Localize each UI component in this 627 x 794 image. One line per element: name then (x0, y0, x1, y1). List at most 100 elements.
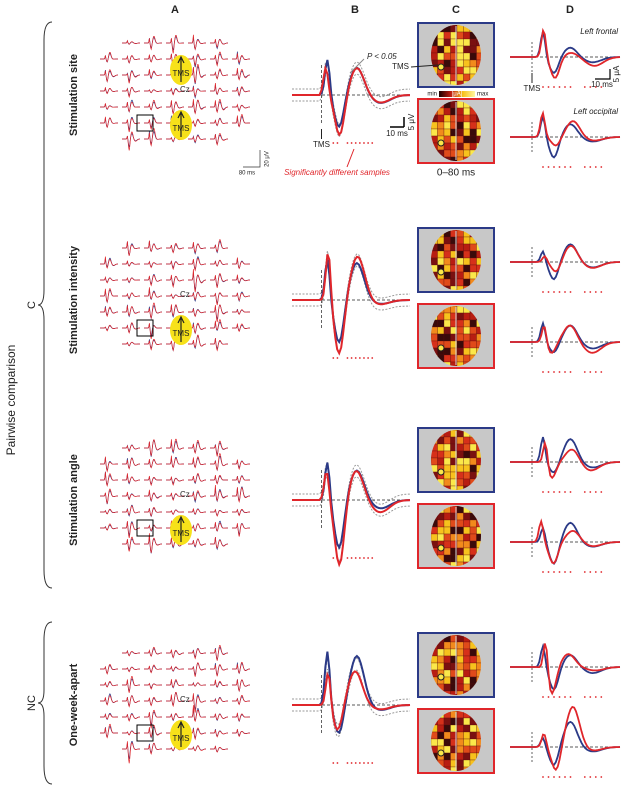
trace-red (122, 39, 140, 45)
trace-red (144, 533, 162, 553)
parcel (443, 121, 451, 130)
parcel (437, 731, 445, 740)
parcel (437, 250, 445, 259)
parcel (443, 149, 451, 158)
trace-red (100, 695, 118, 706)
sig-sample (358, 557, 361, 559)
trace-red (232, 694, 250, 706)
tms-label-d: TMS (524, 84, 541, 93)
scale-time-label: 10 ms (386, 129, 408, 138)
parcel (463, 257, 471, 266)
trace-red (210, 239, 228, 253)
parcel (463, 547, 471, 556)
tms-site (437, 63, 445, 71)
selected-channel (136, 114, 154, 132)
trace-blue (122, 99, 140, 113)
parcel (463, 512, 471, 521)
sig-sample-d (564, 776, 566, 778)
sig-sample-d (600, 776, 603, 778)
trace-red (100, 256, 118, 269)
trace-blue (122, 304, 140, 318)
trace-red (188, 135, 206, 143)
parcel (463, 38, 471, 47)
parcel (469, 128, 477, 137)
trace-red (210, 39, 228, 48)
sig-sample (332, 762, 335, 764)
parcel (463, 319, 471, 328)
parcel (463, 724, 471, 733)
sig-sample-d (542, 776, 544, 778)
parcel (437, 738, 445, 747)
sig-sample-d (553, 696, 555, 698)
parcel (443, 333, 451, 342)
parcel (463, 73, 471, 82)
trace-red (232, 487, 250, 504)
brace (37, 621, 53, 785)
sig-sample-d (558, 696, 561, 698)
parcel (469, 59, 477, 68)
parcel (469, 655, 477, 664)
sig-sample (363, 557, 365, 559)
sig-sample (371, 357, 374, 359)
parcel (469, 340, 477, 349)
source-red (510, 324, 620, 354)
parcel (437, 450, 445, 459)
trace-blue (210, 487, 228, 503)
parcel (443, 641, 451, 650)
parcel (456, 326, 464, 335)
parcel (431, 533, 438, 542)
parcel (463, 759, 471, 768)
parcel (469, 547, 477, 556)
parcel (443, 752, 451, 761)
trace-red (210, 521, 228, 532)
parcel (469, 243, 477, 252)
parcel (463, 236, 471, 245)
p-label: P < 0.05 (367, 52, 397, 61)
sig-sample-d (564, 371, 566, 373)
parcel (437, 128, 445, 137)
evoked-blue (292, 651, 411, 735)
tms-site (437, 749, 445, 757)
tms-label: TMS (173, 69, 190, 78)
parcel (469, 264, 477, 273)
trace-red (232, 257, 250, 270)
parcel (469, 347, 477, 356)
trace-blue (210, 520, 228, 532)
parcel (463, 250, 471, 259)
trace-red (210, 536, 229, 549)
parcel (456, 73, 464, 82)
parcel (463, 52, 471, 61)
trace-red (166, 304, 184, 317)
sig-sample-d (553, 371, 555, 373)
trace-blue (210, 696, 228, 705)
parcel (463, 149, 471, 158)
tms-site (437, 673, 445, 681)
trace-red (210, 337, 228, 352)
parcel (463, 655, 471, 664)
sig-sample-d (564, 571, 566, 573)
trace-blue (100, 257, 118, 268)
parcel (456, 114, 464, 123)
parcel (431, 450, 438, 459)
trace-red (100, 103, 118, 110)
sig-sample-d (547, 166, 550, 168)
parcel (456, 271, 464, 280)
parcel (456, 121, 464, 130)
parcel (456, 635, 464, 643)
parcel (463, 533, 471, 542)
tms-arrow (177, 315, 185, 342)
sig-sample (358, 142, 361, 144)
window-label: 0–80 ms (437, 168, 475, 179)
trace-red (232, 292, 250, 302)
parcel (443, 59, 451, 68)
sig-sample-d (558, 291, 561, 293)
parcel (431, 655, 438, 664)
trace-red (122, 260, 140, 267)
parcel (443, 340, 451, 349)
parcel (456, 319, 464, 328)
trace-red (100, 288, 118, 304)
sig-sample-d (583, 371, 586, 373)
trace-red (188, 34, 206, 51)
sig-sample (350, 557, 353, 559)
parcel (443, 724, 451, 733)
